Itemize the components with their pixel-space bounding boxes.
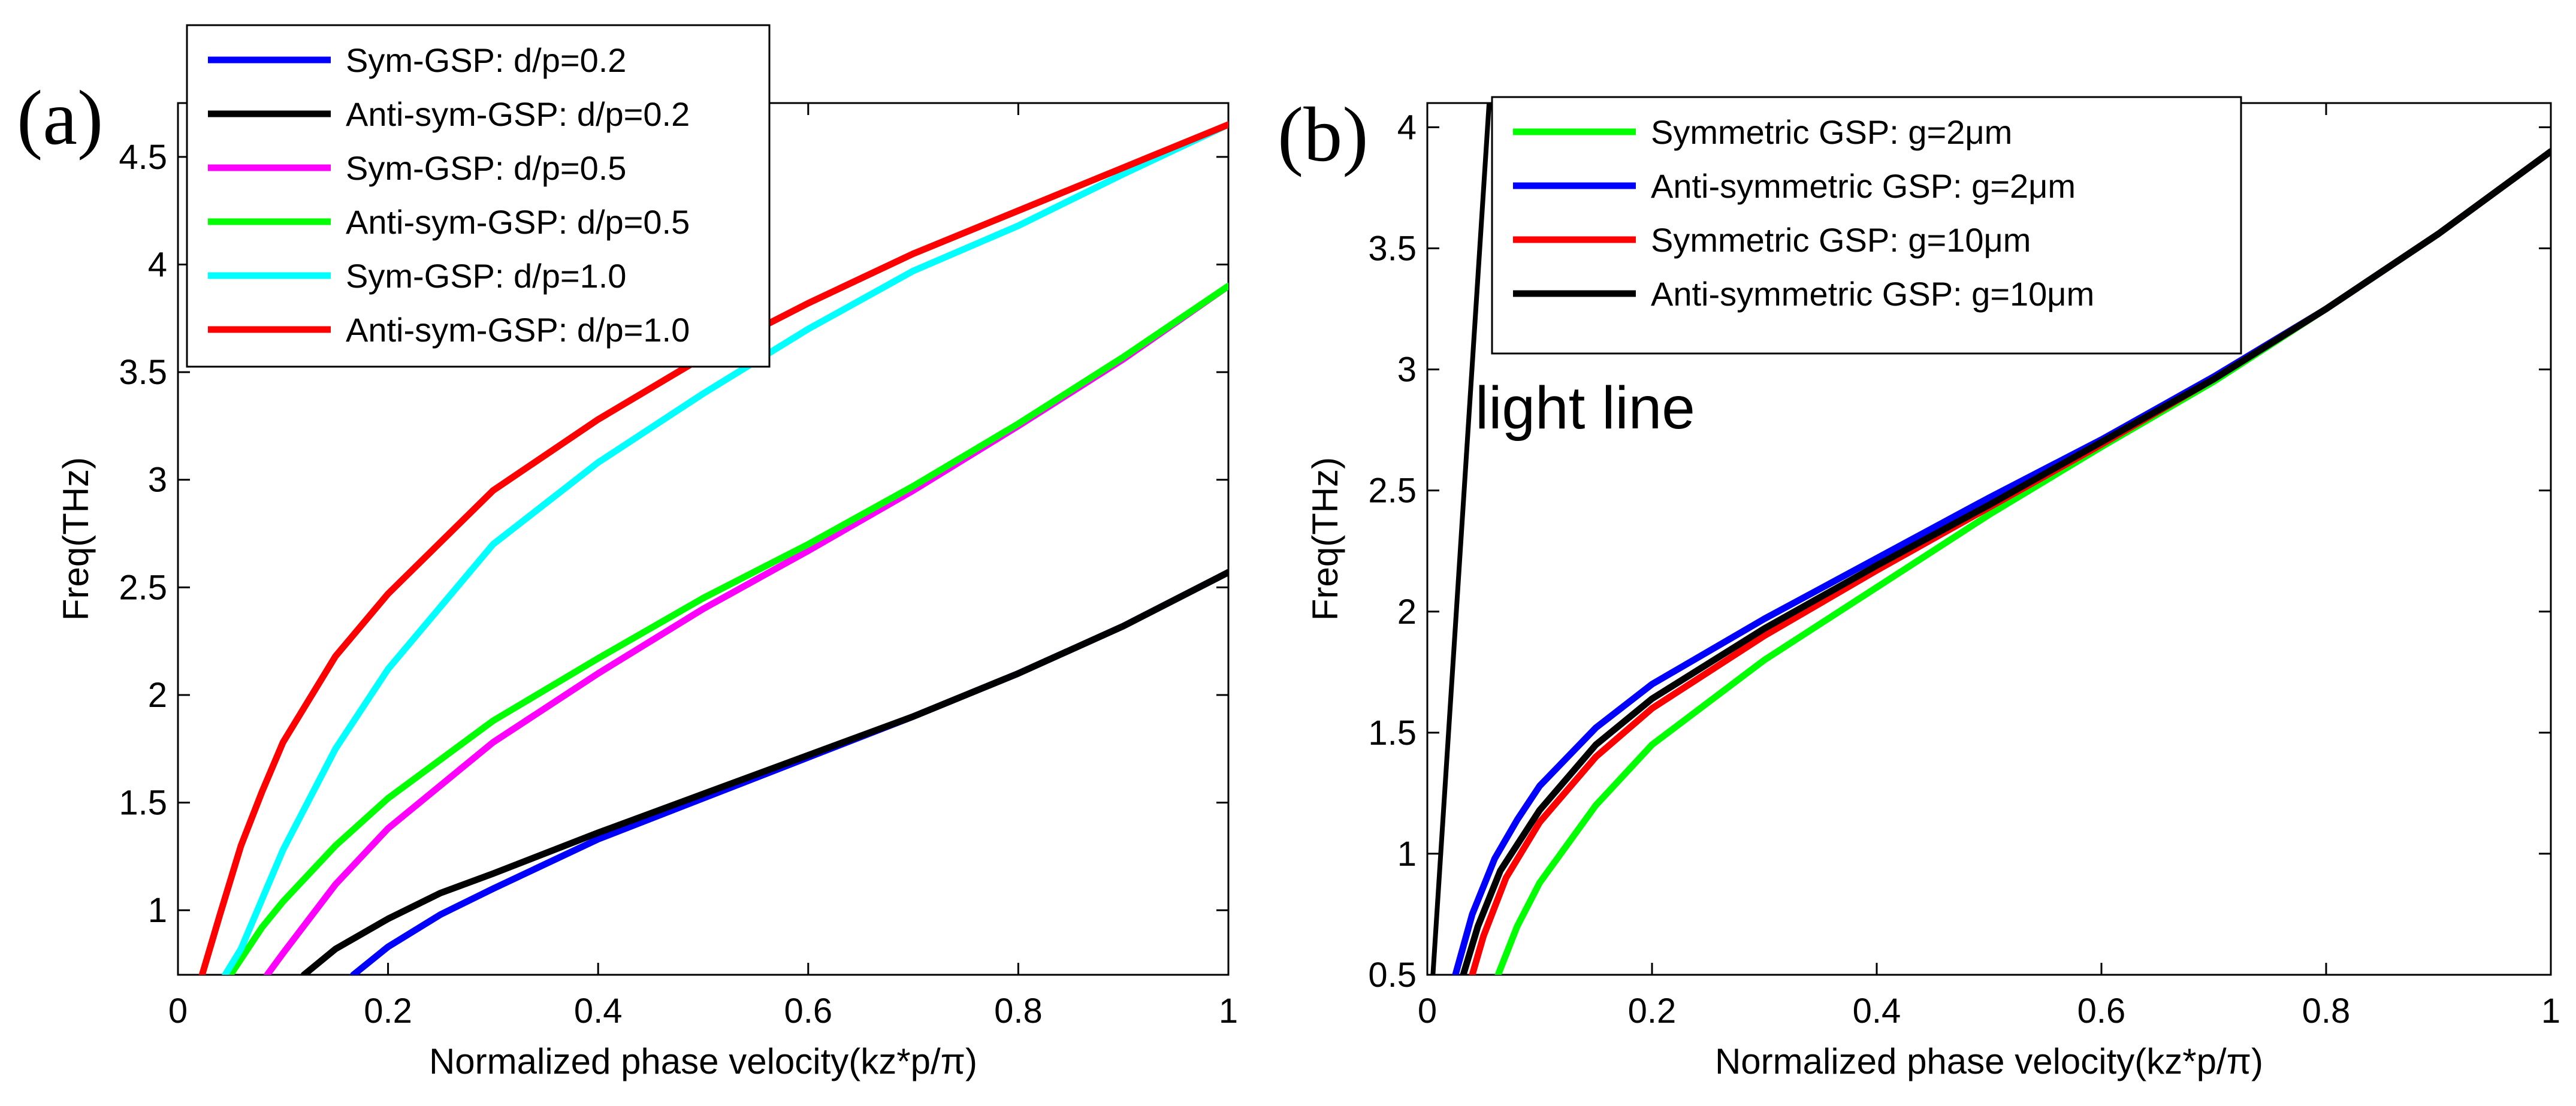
x-tick-label: 0.2 [1628,992,1677,1031]
legend-entry-1: Anti-symmetric GSP: g=2μm [1651,167,2076,205]
series-line-4 [222,121,1228,975]
series-line-3 [1460,148,2551,975]
series-line-1 [300,569,1228,975]
legend-entry-3: Anti-sym-GSP: d/p=0.5 [346,203,690,241]
y-tick-label: 2 [1397,593,1417,631]
y-tick-label: 2.5 [1368,472,1417,510]
legend: Sym-GSP: d/p=0.2 Anti-sym-GSP: d/p=0.2 Sym… [186,24,771,368]
x-tick-label: 0.4 [1853,992,1901,1031]
series-group [198,121,1228,975]
x-tick-label: 1 [2541,992,2560,1031]
y-tick-label: 4.5 [119,138,167,177]
series-line-5 [198,121,1228,975]
x-tick-label: 1 [1219,992,1238,1031]
y-tick-label: 1 [148,891,167,930]
y-tick-label: 3 [1397,350,1417,389]
legend-entry-4: Sym-GSP: d/p=1.0 [346,257,626,295]
legend-entry-0: Symmetric GSP: g=2μm [1651,113,2012,151]
legend-entry-0: Sym-GSP: d/p=0.2 [346,41,626,79]
chart-panel-a: 0 0.2 0.4 0.6 0.8 1 1 1.5 2 2.5 3 3.5 4 4.5 Normalized… [17,24,1238,1081]
y-axis-label: Freq(THz) [56,457,96,621]
y-tick-label: 3.5 [1368,229,1417,268]
light-line [1430,103,1492,975]
chart-panel-b: 0 0.2 0.4 0.6 0.8 1 0.5 1 1.5 2 2.5 3 3.5 4 Normalized… [1278,92,2560,1081]
legend-box [1491,96,2242,355]
y-tick-label: 0.5 [1368,956,1417,995]
y-tick-label: 4 [148,245,167,284]
series-line-0 [350,569,1228,975]
panel-label: (a) [17,75,103,161]
series-line-2 [264,282,1228,975]
y-tick-label: 1 [1397,835,1417,874]
legend-entry-2: Symmetric GSP: g=10μm [1651,221,2031,259]
x-tick-label: 0.6 [2077,992,2126,1031]
y-tick-label: 2.5 [119,568,167,607]
legend-entry-5: Anti-sym-GSP: d/p=1.0 [346,311,690,349]
x-axis-label: Normalized phase velocity(kz*p/π) [429,1041,977,1081]
x-tick-label: 0 [1418,992,1437,1031]
light-line-annotation: light line [1475,374,1695,442]
legend-box [186,24,771,368]
series-group [1430,103,2551,975]
y-tick-label: 1.5 [1368,714,1417,753]
x-tick-label: 0.6 [784,992,832,1031]
x-tick-label: 0.2 [364,992,412,1031]
series-line-3 [227,282,1228,975]
y-tick-label: 1.5 [119,784,167,823]
x-tick-label: 0.8 [2302,992,2351,1031]
x-axis-label: Normalized phase velocity(kz*p/π) [1715,1041,2263,1081]
y-axis-label: Freq(THz) [1305,457,1345,621]
legend-entry-2: Sym-GSP: d/p=0.5 [346,149,626,187]
legend-entry-1: Anti-sym-GSP: d/p=0.2 [346,95,690,133]
x-tick-label: 0.4 [574,992,623,1031]
y-tick-label: 4 [1397,108,1417,147]
y-tick-label: 2 [148,676,167,715]
y-tick-label: 3.5 [119,353,167,392]
legend-entry-3: Anti-symmetric GSP: g=10μm [1651,275,2094,313]
legend: Symmetric GSP: g=2μm Anti-symmetric GSP: … [1491,96,2242,355]
y-tick-label: 3 [148,461,167,500]
x-tick-label: 0 [168,992,188,1031]
x-tick-label: 0.8 [994,992,1043,1031]
panel-label: (b) [1278,92,1369,178]
